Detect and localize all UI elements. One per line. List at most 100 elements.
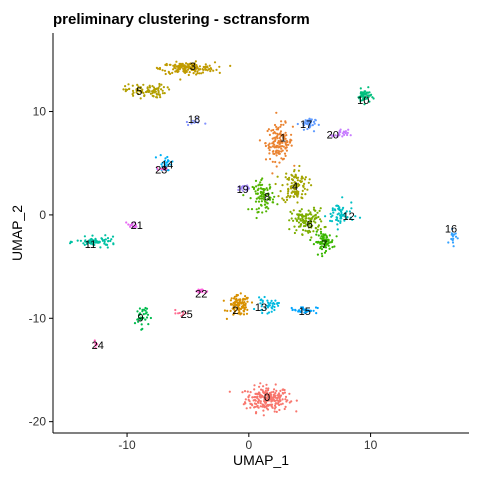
cluster-1-points bbox=[258, 111, 296, 175]
cluster-3-point bbox=[200, 72, 203, 75]
cluster-4-point bbox=[304, 193, 307, 196]
cluster-13-point bbox=[263, 295, 266, 299]
cluster-label-15: 15 bbox=[299, 306, 311, 318]
cluster-14-point bbox=[170, 163, 173, 166]
cluster-10-point bbox=[369, 94, 372, 97]
cluster-0-point bbox=[284, 398, 287, 401]
cluster-8-points bbox=[242, 177, 279, 220]
cluster-25-point bbox=[174, 308, 177, 312]
cluster-7-point bbox=[312, 243, 315, 246]
cluster-6-point bbox=[288, 219, 291, 222]
cluster-18-point bbox=[204, 122, 207, 125]
cluster-2-point bbox=[239, 307, 243, 310]
cluster-label-1: 1 bbox=[280, 132, 286, 144]
cluster-15-point bbox=[314, 306, 318, 309]
cluster-12-point bbox=[336, 223, 339, 226]
cluster-0-point bbox=[274, 396, 277, 399]
cluster-17-point bbox=[302, 124, 306, 127]
cluster-8-point bbox=[257, 207, 260, 210]
cluster-0-point bbox=[256, 405, 259, 408]
cluster-1-point bbox=[278, 136, 281, 140]
cluster-13-point bbox=[277, 304, 280, 307]
cluster-5-point bbox=[124, 90, 127, 93]
cluster-3-point bbox=[204, 66, 207, 69]
cluster-12-point bbox=[350, 207, 353, 210]
cluster-1-point bbox=[275, 111, 278, 114]
cluster-2-point bbox=[238, 310, 241, 313]
cluster-5-point bbox=[139, 97, 142, 100]
cluster-5-point bbox=[155, 93, 159, 96]
cluster-11-point bbox=[107, 240, 110, 243]
cluster-3-point bbox=[188, 71, 191, 74]
cluster-7-point bbox=[315, 233, 318, 236]
cluster-3-point bbox=[183, 71, 186, 74]
cluster-0-point bbox=[268, 396, 271, 399]
cluster-1-point bbox=[271, 150, 274, 153]
cluster-6-points bbox=[288, 206, 327, 239]
cluster-5-point bbox=[163, 92, 166, 95]
cluster-8-point bbox=[261, 211, 264, 214]
cluster-9-point bbox=[146, 313, 150, 316]
cluster-3-point bbox=[183, 64, 186, 67]
cluster-0-point bbox=[272, 394, 275, 397]
cluster-1-point bbox=[285, 134, 288, 137]
cluster-4-point bbox=[285, 198, 289, 201]
cluster-0-point bbox=[259, 393, 262, 397]
cluster-0-point bbox=[279, 403, 283, 406]
cluster-6-point bbox=[309, 230, 312, 233]
cluster-1-point bbox=[284, 121, 287, 124]
cluster-19-point bbox=[237, 188, 240, 191]
cluster-4-point bbox=[294, 184, 297, 187]
cluster-0-point bbox=[256, 400, 260, 403]
cluster-21-point bbox=[129, 225, 132, 228]
cluster-20-point bbox=[331, 134, 334, 137]
cluster-6-point bbox=[295, 219, 298, 222]
cluster-6-point bbox=[301, 221, 305, 224]
cluster-6-point bbox=[304, 229, 307, 232]
cluster-17-point bbox=[302, 128, 305, 131]
cluster-4-point bbox=[295, 190, 298, 193]
cluster-0-point bbox=[255, 392, 258, 395]
cluster-15-point bbox=[312, 309, 315, 312]
cluster-20-point bbox=[341, 135, 344, 138]
cluster-16-point bbox=[447, 241, 450, 244]
cluster-5-point bbox=[137, 85, 140, 88]
chart-title: preliminary clustering - sctransform bbox=[53, 11, 310, 28]
cluster-0-point bbox=[284, 395, 288, 398]
cluster-1-point bbox=[284, 131, 287, 134]
cluster-6-point bbox=[293, 225, 296, 228]
cluster-9-point bbox=[145, 316, 149, 319]
cluster-5-point bbox=[141, 88, 144, 91]
x-tick-label: -10 bbox=[118, 438, 136, 452]
cluster-12-point bbox=[349, 216, 352, 219]
cluster-2-point bbox=[222, 299, 225, 302]
cluster-14-point bbox=[164, 163, 167, 166]
cluster-4-point bbox=[294, 173, 297, 176]
cluster-17-point bbox=[311, 124, 314, 127]
cluster-12-point bbox=[336, 216, 339, 219]
cluster-10-point bbox=[359, 99, 362, 102]
cluster-0-point bbox=[285, 400, 288, 403]
cluster-20-point bbox=[346, 133, 349, 137]
cluster-12-point bbox=[350, 201, 353, 204]
cluster-2-point bbox=[232, 297, 236, 300]
cluster-12-point bbox=[342, 206, 345, 209]
cluster-1-point bbox=[285, 144, 288, 147]
cluster-label-10: 10 bbox=[357, 95, 369, 107]
cluster-8-point bbox=[259, 195, 262, 198]
cluster-10-point bbox=[358, 97, 361, 100]
cluster-0-point bbox=[254, 405, 257, 408]
cluster-3-point bbox=[198, 72, 201, 75]
cluster-11-point bbox=[112, 243, 115, 246]
cluster-5-point bbox=[132, 94, 135, 97]
cluster-20-point bbox=[347, 128, 350, 131]
cluster-2-point bbox=[232, 313, 235, 316]
cluster-15-point bbox=[302, 307, 305, 310]
cluster-1-point bbox=[280, 147, 283, 150]
cluster-3-point bbox=[204, 63, 207, 66]
cluster-7-point bbox=[322, 234, 325, 237]
cluster-0-point bbox=[257, 393, 260, 396]
cluster-0-point bbox=[273, 404, 277, 407]
cluster-4-point bbox=[292, 190, 295, 193]
